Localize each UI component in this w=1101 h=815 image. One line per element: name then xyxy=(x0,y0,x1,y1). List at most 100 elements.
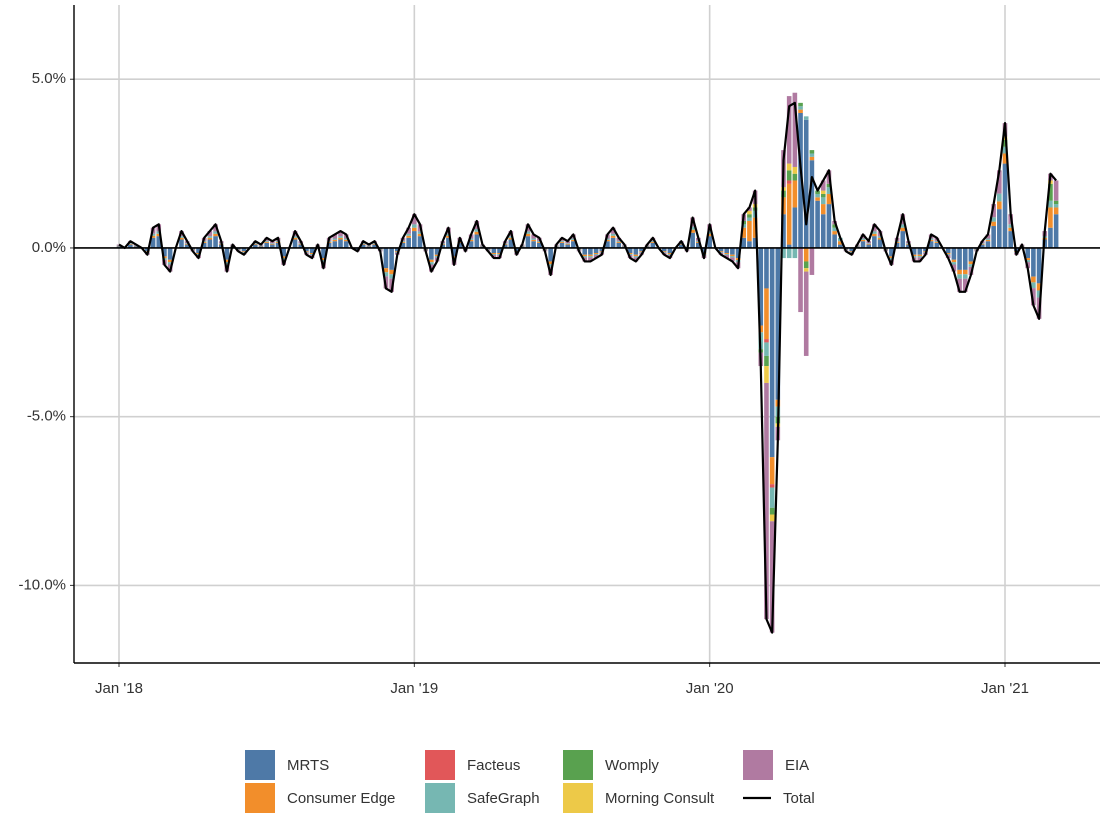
bar-segment xyxy=(872,236,877,248)
bar-segment xyxy=(610,227,616,234)
bar-segment xyxy=(446,235,451,238)
bar-segment xyxy=(786,96,792,164)
bar-segment xyxy=(1025,247,1031,259)
bar-segment xyxy=(167,247,173,260)
bar-segment xyxy=(724,255,730,259)
bar-segment xyxy=(860,238,866,240)
bar-segment xyxy=(639,252,644,253)
bar-segment xyxy=(866,243,871,245)
bar-segment xyxy=(383,272,389,277)
bar-segment xyxy=(343,239,349,242)
bar-segment xyxy=(366,246,372,248)
bar-segment xyxy=(355,247,360,250)
bar-segment xyxy=(724,254,730,256)
bar-segment xyxy=(786,163,792,171)
bar-segment xyxy=(650,241,656,243)
bar-segment xyxy=(605,239,610,242)
bar-segment xyxy=(786,244,792,248)
bar-segment xyxy=(1036,247,1042,284)
bar-segment xyxy=(491,247,497,254)
x-tick-label: Jan '18 xyxy=(95,680,143,697)
bar-segment xyxy=(769,457,775,485)
bar-segment xyxy=(849,252,854,253)
bar-segment xyxy=(548,261,553,265)
bar-segment xyxy=(815,193,820,198)
bar-segment xyxy=(400,241,406,243)
bar-segment xyxy=(309,254,315,256)
bar-segment xyxy=(633,256,639,258)
bar-segment xyxy=(968,247,974,262)
bar-segment xyxy=(747,241,752,248)
bar-segment xyxy=(281,247,287,257)
bar-segment xyxy=(855,246,860,248)
bar-segment xyxy=(826,187,832,194)
bar-segment xyxy=(979,243,985,244)
bar-segment xyxy=(179,237,184,240)
bar-segment xyxy=(872,233,877,237)
bar-segment xyxy=(718,251,724,253)
bar-segment xyxy=(610,235,616,238)
bar-segment xyxy=(383,247,389,269)
bar-segment xyxy=(253,243,258,245)
bar-segment xyxy=(593,253,599,255)
bar-segment xyxy=(803,119,809,248)
bar-segment xyxy=(474,229,480,232)
bar-segment xyxy=(417,231,423,234)
bar-segment xyxy=(241,251,247,253)
bar-segment xyxy=(150,233,156,236)
x-tick-label: Jan '20 xyxy=(686,680,734,697)
bar-segment xyxy=(809,153,815,157)
bar-segment xyxy=(866,244,871,248)
bar-segment xyxy=(809,156,815,161)
bar-segment xyxy=(582,247,588,255)
bar-segment xyxy=(281,258,287,260)
bar-segment xyxy=(957,269,962,275)
bar-segment xyxy=(724,253,730,255)
bar-segment xyxy=(991,217,996,222)
bar-segment xyxy=(985,238,991,240)
bar-segment xyxy=(764,288,769,340)
bar-segment xyxy=(803,247,809,262)
bar-segment xyxy=(207,237,213,240)
bar-segment xyxy=(360,243,366,244)
bar-segment xyxy=(213,236,218,248)
bar-segment xyxy=(1048,200,1053,208)
bar-segment xyxy=(934,240,940,242)
bar-segment xyxy=(1002,153,1008,164)
bar-segment xyxy=(116,246,122,248)
legend-swatch xyxy=(563,783,593,813)
bar-segment xyxy=(661,251,667,253)
bar-segment xyxy=(485,247,491,250)
bar-segment xyxy=(434,247,440,255)
y-tick-label: 5.0% xyxy=(32,70,66,87)
bar-segment xyxy=(213,224,218,232)
bar-segment xyxy=(735,247,741,259)
bar-segment xyxy=(372,244,377,248)
bar-segment xyxy=(769,507,775,515)
bar-segment xyxy=(1031,288,1036,306)
bar-segment xyxy=(815,197,820,201)
bar-segment xyxy=(593,254,599,256)
bar-segment xyxy=(599,247,605,252)
bar-segment xyxy=(758,247,764,326)
bar-segment xyxy=(820,197,826,205)
bar-segment xyxy=(633,254,639,257)
legend-swatch xyxy=(245,750,275,780)
bar-segment xyxy=(446,237,451,248)
bar-segment xyxy=(270,243,275,244)
bar-segment xyxy=(764,342,769,356)
bar-segment xyxy=(429,262,434,265)
bar-segment xyxy=(417,236,423,248)
bar-segment xyxy=(474,231,480,235)
bar-segment xyxy=(1031,276,1036,283)
bar-segment xyxy=(201,242,207,248)
bar-segment xyxy=(559,241,565,243)
bar-segment xyxy=(1002,146,1008,154)
bar-segment xyxy=(412,231,417,248)
bar-segment xyxy=(429,247,434,260)
bar-segment xyxy=(945,247,951,254)
bar-segment xyxy=(1008,231,1013,248)
bar-segment xyxy=(730,254,735,257)
bar-segment xyxy=(985,239,991,242)
